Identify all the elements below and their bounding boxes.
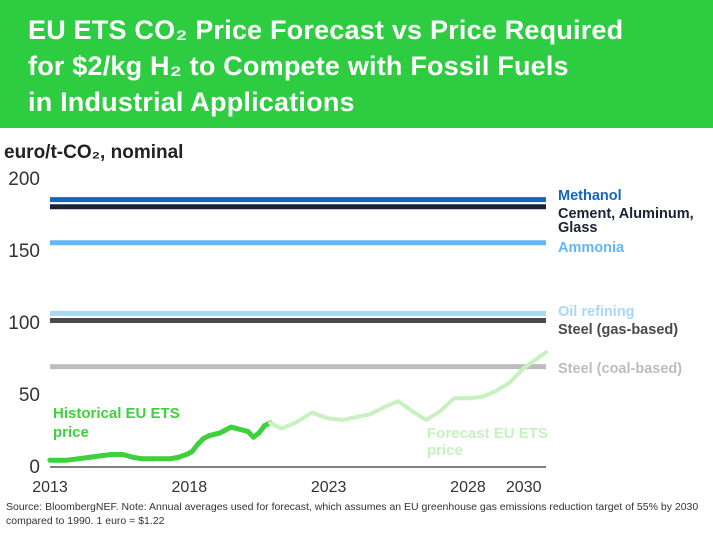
threshold-label: Cement, Aluminum, [558,206,694,222]
forecast-point [354,415,359,420]
historical-point [228,424,234,430]
historical-point [206,433,212,439]
forecast-series-line [268,350,548,431]
source-note: Source: BloombergNEF. Note: Annual avera… [6,501,699,527]
historical-point [239,427,245,433]
forecast-point [507,380,512,385]
historical-point [86,454,92,460]
x-tick-label: 2013 [32,479,68,496]
historical-point [119,451,125,457]
historical-point [195,441,201,447]
y-tick-label: 150 [8,241,40,262]
historical-point [223,427,229,433]
historical-point [139,456,145,462]
threshold-label: Methanol [558,188,622,204]
forecast-series-label: price [427,442,463,459]
historical-point [217,430,223,436]
y-axis-label: euro/t-CO₂, nominal [4,142,184,163]
forecast-point [382,404,387,409]
forecast-point [340,417,345,422]
forecast-point [452,396,457,401]
threshold-label: Glass [558,220,598,236]
title-line-3: in Industrial Applications [28,87,355,117]
forecast-point [368,412,373,417]
y-tick-label: 50 [19,385,40,406]
historical-point [250,434,256,440]
threshold-label: Ammonia [558,240,625,256]
forecast-point [410,409,415,414]
threshold-label: Oil refining [558,304,635,320]
forecast-point [521,366,526,371]
historical-point [200,436,206,442]
forecast-point [326,416,331,421]
historical-point [131,454,137,460]
historical-point [97,453,103,459]
historical-point [47,457,53,463]
forecast-point [268,420,273,425]
y-tick-label: 0 [29,457,40,478]
historical-series-label: Historical EU ETS [53,405,180,422]
historical-point [108,451,114,457]
forecast-point [396,399,401,404]
historical-point [64,457,70,463]
title-line-2: for $2/kg H₂ to Compete with Fossil Fuel… [28,51,569,81]
historical-series-label: price [53,424,89,441]
historical-point [150,456,156,462]
historical-point [75,456,81,462]
y-tick-label: 200 [8,169,40,190]
x-tick-label: 2028 [450,479,486,496]
historical-point [211,431,217,437]
y-tick-label: 100 [8,313,40,334]
forecast-point [279,426,284,431]
historical-point [245,428,251,434]
forecast-point [479,394,484,399]
forecast-point [465,396,470,401]
forecast-point [544,350,548,355]
x-tick-label: 2023 [311,479,347,496]
x-tick-label: 2030 [506,479,542,496]
forecast-point [309,410,314,415]
forecast-point [293,420,298,425]
historical-point [256,430,262,436]
historical-point [158,456,164,462]
historical-point [262,423,268,429]
forecast-point [438,409,443,414]
historical-point [189,449,195,455]
historical-point [175,454,181,460]
threshold-label: Steel (coal-based) [558,361,682,377]
chart-title: EU ETS CO₂ Price Forecast vs Price Requi… [28,12,698,120]
historical-point [234,426,240,432]
historical-point [55,457,61,463]
forecast-series-label: Forecast EU ETS [427,425,548,442]
historical-point [167,456,173,462]
x-tick-label: 2018 [172,479,208,496]
title-banner: EU ETS CO₂ Price Forecast vs Price Requi… [0,0,713,128]
forecast-point [493,389,498,394]
title-line-1: EU ETS CO₂ Price Forecast vs Price Requi… [28,15,624,45]
threshold-label: Steel (gas-based) [558,322,678,338]
forecast-point [424,417,429,422]
historical-point [184,451,190,457]
